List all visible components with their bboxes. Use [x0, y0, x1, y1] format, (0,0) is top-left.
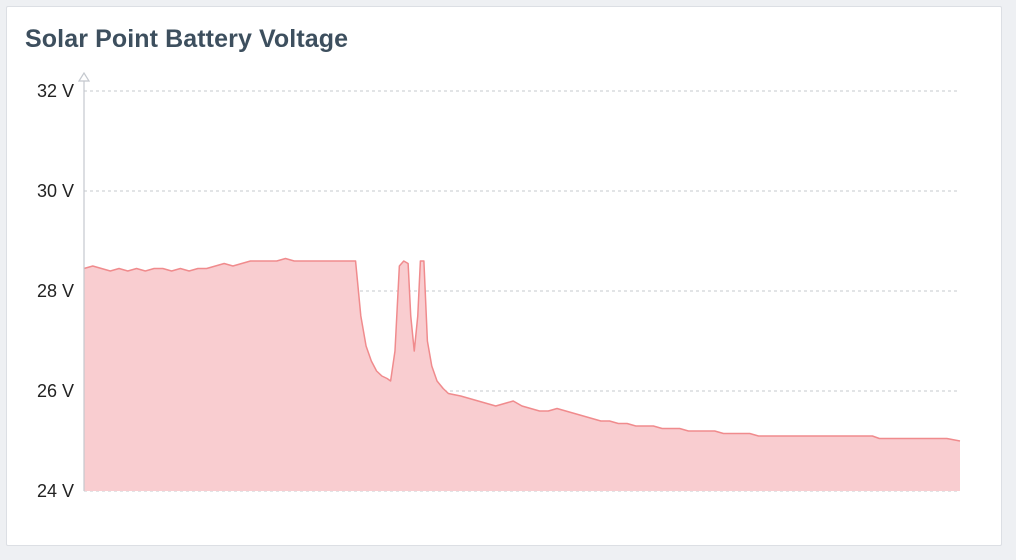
series-fill [84, 258, 960, 491]
y-axis-arrow-icon [77, 71, 91, 82]
y-tick-label: 26 V [37, 381, 74, 401]
y-tick-label: 30 V [37, 181, 74, 201]
y-tick-labels: 32 V 30 V 28 V 26 V 24 V [37, 81, 74, 501]
y-tick-label: 24 V [37, 481, 74, 501]
y-tick-label: 28 V [37, 281, 74, 301]
y-axis [77, 71, 91, 491]
series-line [83, 257, 961, 442]
series-area [83, 257, 961, 491]
y-tick-label: 32 V [37, 81, 74, 101]
chart-title: Solar Point Battery Voltage [25, 25, 349, 53]
